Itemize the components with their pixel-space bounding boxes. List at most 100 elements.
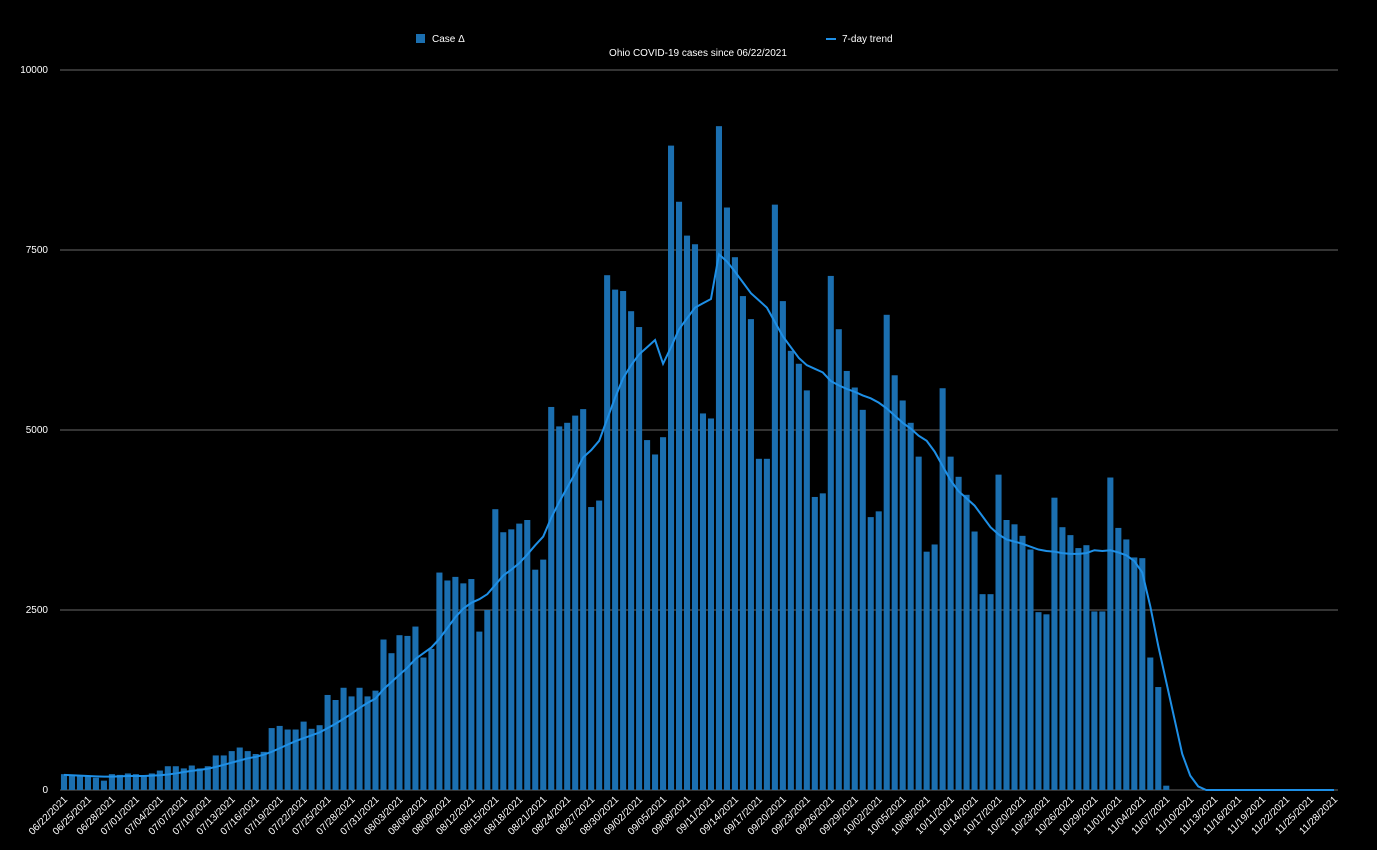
bar <box>180 768 187 790</box>
bar <box>532 569 539 790</box>
bar <box>148 773 155 790</box>
bar <box>851 387 858 790</box>
bar <box>779 301 786 790</box>
bar <box>556 426 563 790</box>
bar <box>787 350 794 790</box>
bar <box>644 440 651 790</box>
bar <box>332 700 339 790</box>
bar <box>452 576 459 790</box>
bar <box>939 388 946 790</box>
bar <box>771 204 778 790</box>
bar <box>204 766 211 790</box>
bar <box>899 400 906 790</box>
bar <box>1123 539 1130 790</box>
bar <box>1091 611 1098 790</box>
bar <box>1083 545 1090 790</box>
bar <box>731 257 738 790</box>
bar <box>164 766 171 790</box>
bar <box>947 456 954 790</box>
bar <box>1019 535 1026 790</box>
bar <box>156 770 163 790</box>
bar <box>412 626 419 790</box>
bar <box>652 454 659 790</box>
bar <box>524 520 531 790</box>
bar <box>300 721 307 790</box>
trend-line <box>63 252 1335 791</box>
bar <box>843 370 850 790</box>
bar <box>580 409 587 790</box>
bar <box>755 458 762 790</box>
bar <box>388 653 395 790</box>
bar <box>548 406 555 790</box>
bar <box>915 456 922 790</box>
bar <box>811 496 818 790</box>
bar <box>1107 477 1114 790</box>
bar <box>500 532 507 790</box>
bar <box>707 418 715 790</box>
bar <box>1115 527 1122 790</box>
bar <box>436 572 443 790</box>
bar <box>380 639 387 790</box>
bar <box>484 610 491 790</box>
bar <box>276 725 283 790</box>
bar <box>1043 614 1050 790</box>
bar <box>1035 612 1042 790</box>
bar <box>476 631 483 790</box>
bar <box>444 580 451 790</box>
bar <box>92 777 99 790</box>
bar <box>1099 611 1106 790</box>
bar <box>284 729 291 790</box>
bar <box>132 774 139 790</box>
bar <box>715 126 723 790</box>
bar <box>340 687 347 790</box>
bar <box>596 500 603 790</box>
y-tick-label: 0 <box>42 785 48 796</box>
bar <box>636 327 643 790</box>
bar <box>468 579 475 790</box>
bar <box>699 413 707 790</box>
bar <box>564 422 571 790</box>
bar <box>516 523 523 790</box>
bar <box>220 755 227 790</box>
bar <box>188 765 195 790</box>
y-tick-label: 2500 <box>26 605 49 616</box>
bar <box>212 755 219 790</box>
y-tick-label: 7500 <box>26 245 49 256</box>
bar <box>1163 785 1170 790</box>
bar <box>124 773 131 790</box>
bar <box>116 774 123 790</box>
bar <box>739 296 746 790</box>
bar <box>955 476 962 790</box>
bar <box>1131 557 1138 790</box>
legend-label: 7-day trend <box>842 34 893 45</box>
bar <box>428 648 435 790</box>
bar <box>356 687 363 790</box>
bar <box>316 725 323 790</box>
bar <box>108 774 115 790</box>
bar <box>859 409 866 790</box>
chart-title: Ohio COVID-19 cases since 06/22/2021 <box>609 48 787 59</box>
bar <box>931 544 938 790</box>
bar <box>875 511 882 790</box>
bar <box>396 635 403 790</box>
bar <box>308 728 315 790</box>
bar <box>963 494 970 790</box>
bar <box>867 517 874 790</box>
bar <box>1075 548 1082 790</box>
bar <box>1155 687 1162 790</box>
bar <box>683 235 691 791</box>
bar <box>835 329 842 790</box>
bar <box>891 375 898 790</box>
bar <box>76 775 84 790</box>
bar <box>324 694 331 790</box>
bar <box>420 657 427 790</box>
bar <box>620 291 627 790</box>
bar <box>691 244 699 791</box>
bar <box>987 594 994 790</box>
bar <box>675 201 683 790</box>
bar <box>971 531 978 790</box>
bar <box>244 751 251 790</box>
bar <box>747 319 754 790</box>
bar <box>827 275 834 790</box>
y-tick-label: 10000 <box>20 65 48 76</box>
